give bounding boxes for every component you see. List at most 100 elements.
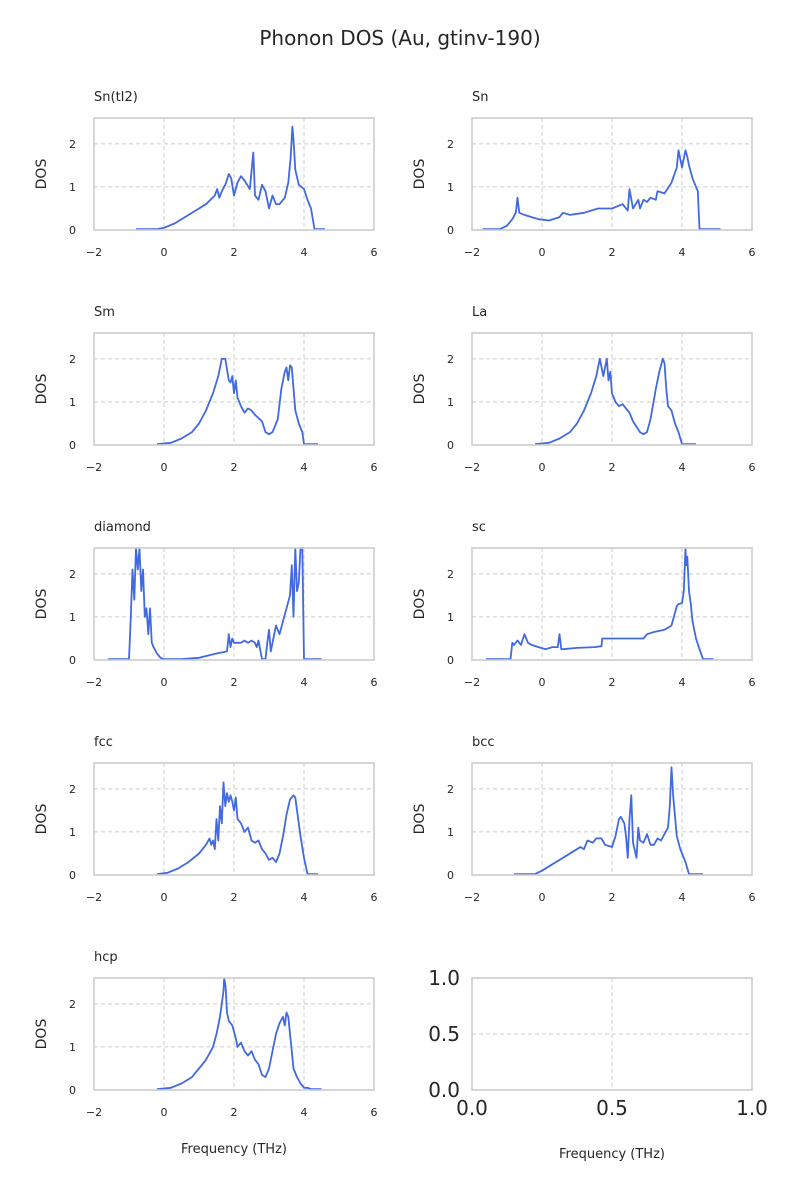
subplot-9: 0.0 0.5 1.0 0.0 0.5 1.0 Frequency (THz) bbox=[428, 966, 768, 1162]
y-axis-label: DOS bbox=[34, 374, 50, 405]
y-tick-label: 1.0 bbox=[428, 966, 460, 990]
y-tick-label: 1 bbox=[69, 611, 76, 624]
x-tick-label: 4 bbox=[301, 461, 308, 474]
axes-frame bbox=[471, 547, 753, 661]
x-tick-label: 4 bbox=[679, 246, 686, 259]
y-axis-label: DOS bbox=[34, 159, 50, 190]
x-tick-label: 0 bbox=[161, 891, 168, 904]
x-tick-label: 4 bbox=[301, 246, 308, 259]
x-tick-label: 0 bbox=[161, 246, 168, 259]
y-tick-label: 0 bbox=[69, 869, 76, 882]
x-tick-label: 0 bbox=[539, 461, 546, 474]
y-axis-label: DOS bbox=[412, 374, 428, 405]
subplot-title: sc bbox=[472, 520, 486, 535]
subplot-title: diamond bbox=[94, 520, 151, 535]
subplot-grid: −2 0 2 4 6 0 1 2 Sn(tI2) DOS −2 0 2 4 6 0 1 2 Sn DOS −2 0 2 4 6 0… bbox=[34, 90, 768, 1162]
subplot-title: Sm bbox=[94, 305, 115, 320]
y-tick-label: 0 bbox=[447, 439, 454, 452]
y-axis-label: DOS bbox=[34, 1019, 50, 1050]
y-axis-label: DOS bbox=[34, 804, 50, 835]
y-tick-label: 2 bbox=[69, 353, 76, 366]
x-tick-label: 0 bbox=[539, 676, 546, 689]
x-tick-label: 2 bbox=[231, 1106, 238, 1119]
x-tick-label: −2 bbox=[86, 246, 102, 259]
dos-series-line bbox=[156, 781, 318, 875]
x-tick-label: −2 bbox=[464, 891, 480, 904]
subplot-7: −2 0 2 4 6 0 1 2 bcc DOS bbox=[412, 735, 756, 904]
subplot-3: −2 0 2 4 6 0 1 2 La DOS bbox=[412, 305, 756, 474]
x-tick-label: 6 bbox=[749, 676, 756, 689]
x-tick-label: 0.5 bbox=[596, 1096, 628, 1120]
axes-frame bbox=[471, 977, 753, 1091]
x-tick-label: 2 bbox=[231, 676, 238, 689]
subplot-1: −2 0 2 4 6 0 1 2 Sn DOS bbox=[412, 90, 756, 259]
subplot-0: −2 0 2 4 6 0 1 2 Sn(tI2) DOS bbox=[34, 90, 378, 259]
y-tick-label: 0 bbox=[69, 439, 76, 452]
x-tick-label: 6 bbox=[371, 1106, 378, 1119]
x-tick-label: 4 bbox=[301, 891, 308, 904]
figure-suptitle: Phonon DOS (Au, gtinv-190) bbox=[259, 26, 540, 50]
y-tick-label: 2 bbox=[447, 353, 454, 366]
axes-frame bbox=[93, 332, 375, 446]
dos-series-line bbox=[156, 977, 322, 1090]
axes-frame bbox=[93, 977, 375, 1091]
y-tick-label: 0 bbox=[447, 224, 454, 237]
y-tick-label: 2 bbox=[69, 998, 76, 1011]
subplot-title: hcp bbox=[94, 950, 118, 965]
y-tick-label: 2 bbox=[69, 783, 76, 796]
y-axis-label: DOS bbox=[412, 589, 428, 620]
y-tick-label: 0 bbox=[69, 224, 76, 237]
axes-frame bbox=[93, 117, 375, 231]
dos-series-line bbox=[136, 125, 325, 231]
y-tick-label: 2 bbox=[69, 138, 76, 151]
y-axis-label: DOS bbox=[412, 804, 428, 835]
subplot-title: fcc bbox=[94, 735, 113, 750]
x-tick-label: 6 bbox=[749, 461, 756, 474]
dos-series-line bbox=[108, 547, 322, 660]
y-tick-label: 1 bbox=[447, 611, 454, 624]
y-tick-label: 2 bbox=[447, 783, 454, 796]
dos-series-line bbox=[514, 766, 703, 875]
y-axis-label: DOS bbox=[34, 589, 50, 620]
y-axis-label: DOS bbox=[412, 159, 428, 190]
x-tick-label: 2 bbox=[231, 461, 238, 474]
y-tick-label: 1 bbox=[69, 1041, 76, 1054]
x-tick-label: 4 bbox=[679, 676, 686, 689]
x-tick-label: −2 bbox=[86, 891, 102, 904]
x-tick-label: −2 bbox=[86, 676, 102, 689]
x-tick-label: 2 bbox=[231, 891, 238, 904]
subplot-2: −2 0 2 4 6 0 1 2 Sm DOS bbox=[34, 305, 378, 474]
x-tick-label: 0.0 bbox=[456, 1096, 488, 1120]
y-tick-label: 0 bbox=[447, 654, 454, 667]
subplot-6: −2 0 2 4 6 0 1 2 fcc DOS bbox=[34, 735, 378, 904]
y-tick-label: 1 bbox=[69, 826, 76, 839]
x-axis-label: Frequency (THz) bbox=[559, 1147, 665, 1162]
x-tick-label: 0 bbox=[161, 461, 168, 474]
subplot-4: −2 0 2 4 6 0 1 2 diamond DOS bbox=[34, 520, 378, 689]
x-tick-label: 4 bbox=[301, 1106, 308, 1119]
axes-frame bbox=[471, 762, 753, 876]
x-tick-label: 6 bbox=[371, 246, 378, 259]
y-tick-label: 1 bbox=[447, 181, 454, 194]
x-tick-label: 6 bbox=[371, 461, 378, 474]
y-tick-label: 0 bbox=[69, 654, 76, 667]
axes-frame bbox=[93, 762, 375, 876]
x-tick-label: −2 bbox=[464, 246, 480, 259]
x-tick-label: 4 bbox=[679, 891, 686, 904]
subplot-title: bcc bbox=[472, 735, 495, 750]
x-tick-label: 2 bbox=[231, 246, 238, 259]
y-tick-label: 0 bbox=[447, 869, 454, 882]
subplot-title: La bbox=[472, 305, 487, 320]
subplot-title: Sn(tI2) bbox=[94, 90, 138, 105]
x-tick-label: −2 bbox=[464, 461, 480, 474]
x-tick-label: 2 bbox=[609, 676, 616, 689]
y-tick-label: 2 bbox=[447, 568, 454, 581]
y-tick-label: 2 bbox=[447, 138, 454, 151]
x-tick-label: 2 bbox=[609, 461, 616, 474]
y-tick-label: 0.5 bbox=[428, 1022, 460, 1046]
x-tick-label: 4 bbox=[679, 461, 686, 474]
axes-frame bbox=[471, 332, 753, 446]
y-tick-label: 1 bbox=[69, 181, 76, 194]
x-tick-label: 2 bbox=[609, 246, 616, 259]
